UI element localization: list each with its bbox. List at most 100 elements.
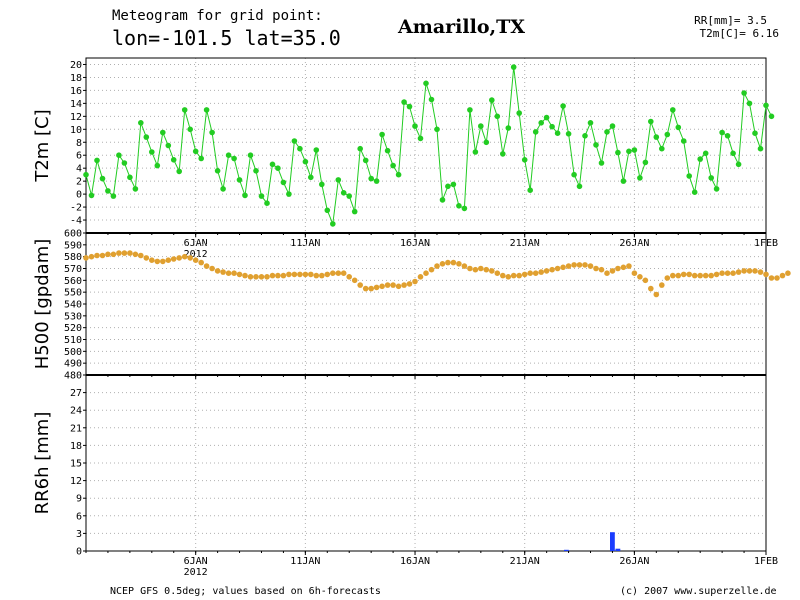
h500-point <box>741 268 747 274</box>
h500-point <box>176 255 182 261</box>
t2m-point <box>521 157 528 163</box>
h500-point <box>384 282 391 288</box>
h500-point <box>362 285 369 292</box>
h500-point <box>576 262 583 268</box>
h500-point <box>357 282 364 288</box>
t2m-point <box>132 186 139 192</box>
t2m-point <box>450 181 457 188</box>
h500-point <box>538 269 544 275</box>
h500-point <box>324 271 331 278</box>
t2m-point <box>384 147 391 154</box>
y-tick-label: 12 <box>70 112 82 123</box>
t2m-point <box>713 186 720 192</box>
y-tick-label: 490 <box>64 359 82 370</box>
t2m-point <box>752 130 758 136</box>
h500-point <box>554 265 561 272</box>
y-tick-label: 0 <box>76 547 82 558</box>
t2m-point <box>209 129 215 136</box>
t2m-point <box>483 139 490 146</box>
h500-point <box>631 270 638 277</box>
h500-point <box>582 262 588 268</box>
t2m-point <box>560 103 566 109</box>
t2m-point <box>280 179 287 186</box>
h500-point <box>527 270 533 277</box>
t2m-point <box>763 102 769 109</box>
t2m-point <box>192 148 199 155</box>
y-tick-label: 540 <box>64 300 82 311</box>
h500-point <box>735 269 742 275</box>
h500-point <box>181 253 188 260</box>
h500-point <box>330 270 336 277</box>
h500-point <box>768 275 775 281</box>
h500-point <box>560 264 566 271</box>
t2m-point <box>368 175 375 182</box>
t2m-point <box>373 178 380 184</box>
t2m-point <box>642 159 649 166</box>
x-tick-label: 16JAN <box>400 238 430 249</box>
h500-point <box>549 266 555 273</box>
y-tick-label: 530 <box>64 311 82 322</box>
t2m-point <box>730 150 736 157</box>
h500-point <box>713 271 720 278</box>
t2m-point <box>253 168 259 174</box>
footer-credit: (c) 2007 www.superzelle.de <box>620 586 777 597</box>
h500-point <box>170 256 177 262</box>
t2m-point <box>220 186 226 192</box>
t2m-point <box>165 142 172 149</box>
t2m-point <box>691 189 698 195</box>
h500-point <box>395 283 402 290</box>
h500-point <box>604 270 610 277</box>
h500-point <box>165 257 172 264</box>
h500-point <box>319 272 325 279</box>
h500-point <box>209 265 215 272</box>
t2m-point <box>582 133 588 139</box>
h500-point <box>642 277 649 284</box>
t2m-point <box>275 165 281 171</box>
y-tick-label: 15 <box>70 459 82 470</box>
t2m-point <box>741 90 747 96</box>
t2m-point <box>768 113 775 120</box>
t2m-point <box>697 156 703 162</box>
t2m-point <box>686 173 692 179</box>
t2m-point <box>549 123 555 130</box>
t2m-point <box>88 192 95 199</box>
x-tick-label: 1FEB <box>754 556 778 567</box>
y-tick-label: 550 <box>64 288 82 299</box>
t2m-point <box>308 174 314 181</box>
h500-point <box>593 265 599 272</box>
x-tick-label: 11JAN <box>290 556 320 567</box>
y-axis-label: RR6h [mm] <box>32 412 53 515</box>
t2m-point <box>225 152 232 158</box>
y-tick-label: 14 <box>70 99 82 110</box>
t2m-point <box>527 187 533 193</box>
y-tick-label: 2 <box>76 177 82 188</box>
y-tick-label: 500 <box>64 347 82 358</box>
y-tick-label: 9 <box>76 494 82 505</box>
h500-point <box>708 272 714 279</box>
x-tick-label: 21JAN <box>510 238 540 249</box>
y-tick-label: 18 <box>70 441 82 452</box>
t2m-point <box>390 162 396 169</box>
t2m-point <box>604 129 610 135</box>
rr-panel: 0 3 6 9 12 15 18 21 24 27 6JAN 11JAN 16JAN 21JAN 26JAN… <box>32 374 778 578</box>
h500-point <box>521 271 528 278</box>
h500-point <box>116 250 122 256</box>
t2m-point <box>412 123 418 129</box>
t2m-point <box>242 192 248 199</box>
y-tick-label: 560 <box>64 276 82 287</box>
h500-point <box>351 277 358 284</box>
h500-point <box>302 271 309 278</box>
t2m-point <box>489 97 495 103</box>
h500-point <box>587 263 594 269</box>
h500-point <box>264 274 270 280</box>
t2m-point <box>735 161 742 168</box>
h500-point <box>724 270 731 277</box>
title-line2: lon=-101.5 lat=35.0 <box>112 26 341 50</box>
t2m-point <box>116 152 122 158</box>
y-tick-label: 570 <box>64 264 82 275</box>
y-tick-label: 8 <box>76 138 82 149</box>
t2m-point <box>675 124 682 131</box>
t2m-point <box>187 126 193 133</box>
t2m-point <box>105 188 111 194</box>
